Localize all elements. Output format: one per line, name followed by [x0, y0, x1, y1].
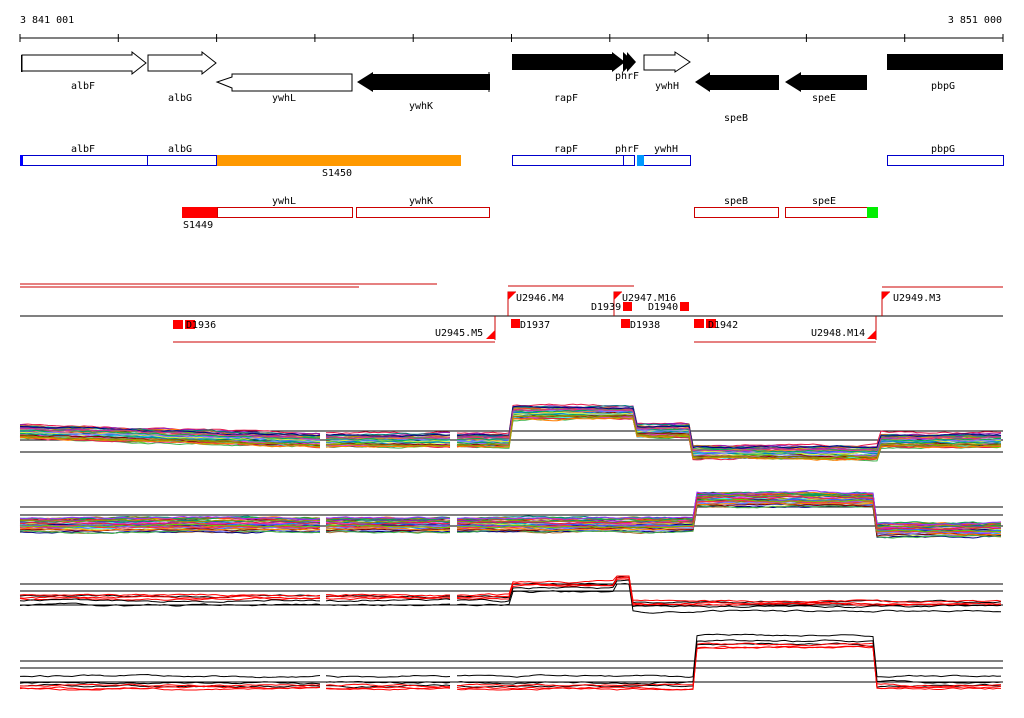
downshift-label: D1940 [648, 302, 678, 313]
gene-label: ywhK [409, 101, 433, 112]
upshift-U2947-M16[interactable]: U2947.M16 [613, 291, 676, 316]
expression-panel-3 [19, 575, 1003, 614]
downshift-label: D1936 [186, 320, 216, 331]
downshift-D1940[interactable]: D1940 [648, 302, 689, 313]
transcript-speB[interactable]: speB [694, 196, 779, 218]
upshift-label: U2945.M5 [435, 328, 483, 339]
transcript-S1450[interactable]: S1450 [217, 155, 461, 179]
transcript-label: albF [71, 144, 95, 155]
gene-ywhL[interactable]: ywhL [215, 73, 353, 104]
upshift-label: U2949.M3 [893, 293, 941, 304]
upshift-label: U2947.M16 [622, 293, 676, 304]
gene-label: speE [812, 93, 836, 104]
transcript-pbpG[interactable]: pbpG [887, 144, 1004, 166]
gene-phrF[interactable]: phrF [615, 52, 639, 82]
gene-speB[interactable]: speB [695, 72, 779, 124]
upshift-label: U2946.M4 [516, 293, 564, 304]
gene-label: albF [71, 81, 95, 92]
transcript-albG[interactable]: albG [147, 144, 217, 166]
transcript-label: ywhH [654, 144, 678, 155]
downshift-label: D1937 [520, 320, 550, 331]
gene-track: albF albG ywhL ywhK rapF phrF [21, 50, 1003, 124]
transcript-label: albG [168, 144, 192, 155]
segmentation-track: U2946.M4 U2947.M16 U2949.M3 U2945.M5 U29… [20, 283, 1003, 343]
gene-albF[interactable]: albF [21, 50, 147, 92]
gene-label: rapF [554, 93, 578, 104]
transcript-ywhL[interactable]: ywhL [217, 196, 353, 218]
transcript-label: ywhK [409, 196, 433, 207]
transcript-ywhH[interactable]: ywhH [637, 144, 691, 166]
downshift-D1936[interactable]: D1936 [173, 320, 216, 331]
expression-panel-4 [19, 633, 1003, 691]
transcript-label: rapF [554, 144, 578, 155]
transcript-albF[interactable]: albF [20, 144, 148, 166]
gene-speE[interactable]: speE [785, 72, 867, 104]
gene-label: ywhH [655, 81, 679, 92]
transcript-label: S1450 [322, 168, 352, 179]
gene-rapF[interactable]: rapF [512, 52, 625, 104]
transcript-S1449[interactable]: S1449 [182, 207, 218, 231]
gene-ywhH[interactable]: ywhH [643, 51, 691, 92]
transcript-label: S1449 [183, 220, 213, 231]
gene-label: albG [168, 93, 192, 104]
expression-panel-2 [19, 490, 1003, 539]
transcript-phrF[interactable]: phrF [615, 144, 639, 166]
transcript-label: pbpG [931, 144, 955, 155]
gene-label: speB [724, 113, 748, 124]
downshift-label: D1942 [708, 320, 738, 331]
expression-panel-1 [19, 403, 1003, 462]
transcript-label: phrF [615, 144, 639, 155]
upshift-U2946-M4[interactable]: U2946.M4 [507, 291, 564, 316]
upshift-U2949-M3[interactable]: U2949.M3 [881, 291, 941, 316]
gene-label: phrF [615, 71, 639, 82]
upshift-U2948-M14[interactable]: U2948.M14 [811, 316, 877, 340]
downshift-D1939[interactable]: D1939 [591, 302, 632, 313]
coord-end-label: 3 851 000 [948, 15, 1002, 26]
coord-start-label: 3 841 001 [20, 15, 74, 26]
gene-albG[interactable]: albG [147, 50, 217, 104]
downshift-D1938[interactable]: D1938 [621, 319, 660, 331]
coordinate-ruler: 3 841 001 3 851 000 [19, 15, 1004, 42]
upshift-U2945-M5[interactable]: U2945.M5 [435, 316, 496, 340]
downshift-D1937[interactable]: D1937 [511, 319, 550, 331]
gene-label: pbpG [931, 81, 955, 92]
gene-pbpG[interactable]: pbpG [887, 54, 1003, 92]
plus-transcript-track: albF albG S1450 rapF phrF ywhH pbpG [20, 144, 1004, 179]
transcript-rapF[interactable]: rapF [512, 144, 624, 166]
transcript-speE[interactable]: speE [785, 196, 879, 218]
gene-label: ywhL [272, 93, 296, 104]
transcript-ywhK[interactable]: ywhK [356, 196, 490, 218]
downshift-label: D1938 [630, 320, 660, 331]
transcript-label: speB [724, 196, 748, 207]
minus-transcript-track: S1449 ywhL ywhK speB speE [182, 196, 878, 231]
transcript-label: ywhL [272, 196, 296, 207]
downshift-D1942[interactable]: D1942 [694, 319, 738, 331]
transcript-label: speE [812, 196, 836, 207]
upshift-label: U2948.M14 [811, 328, 865, 339]
downshift-label: D1939 [591, 302, 621, 313]
gene-ywhK[interactable]: ywhK [357, 72, 490, 112]
